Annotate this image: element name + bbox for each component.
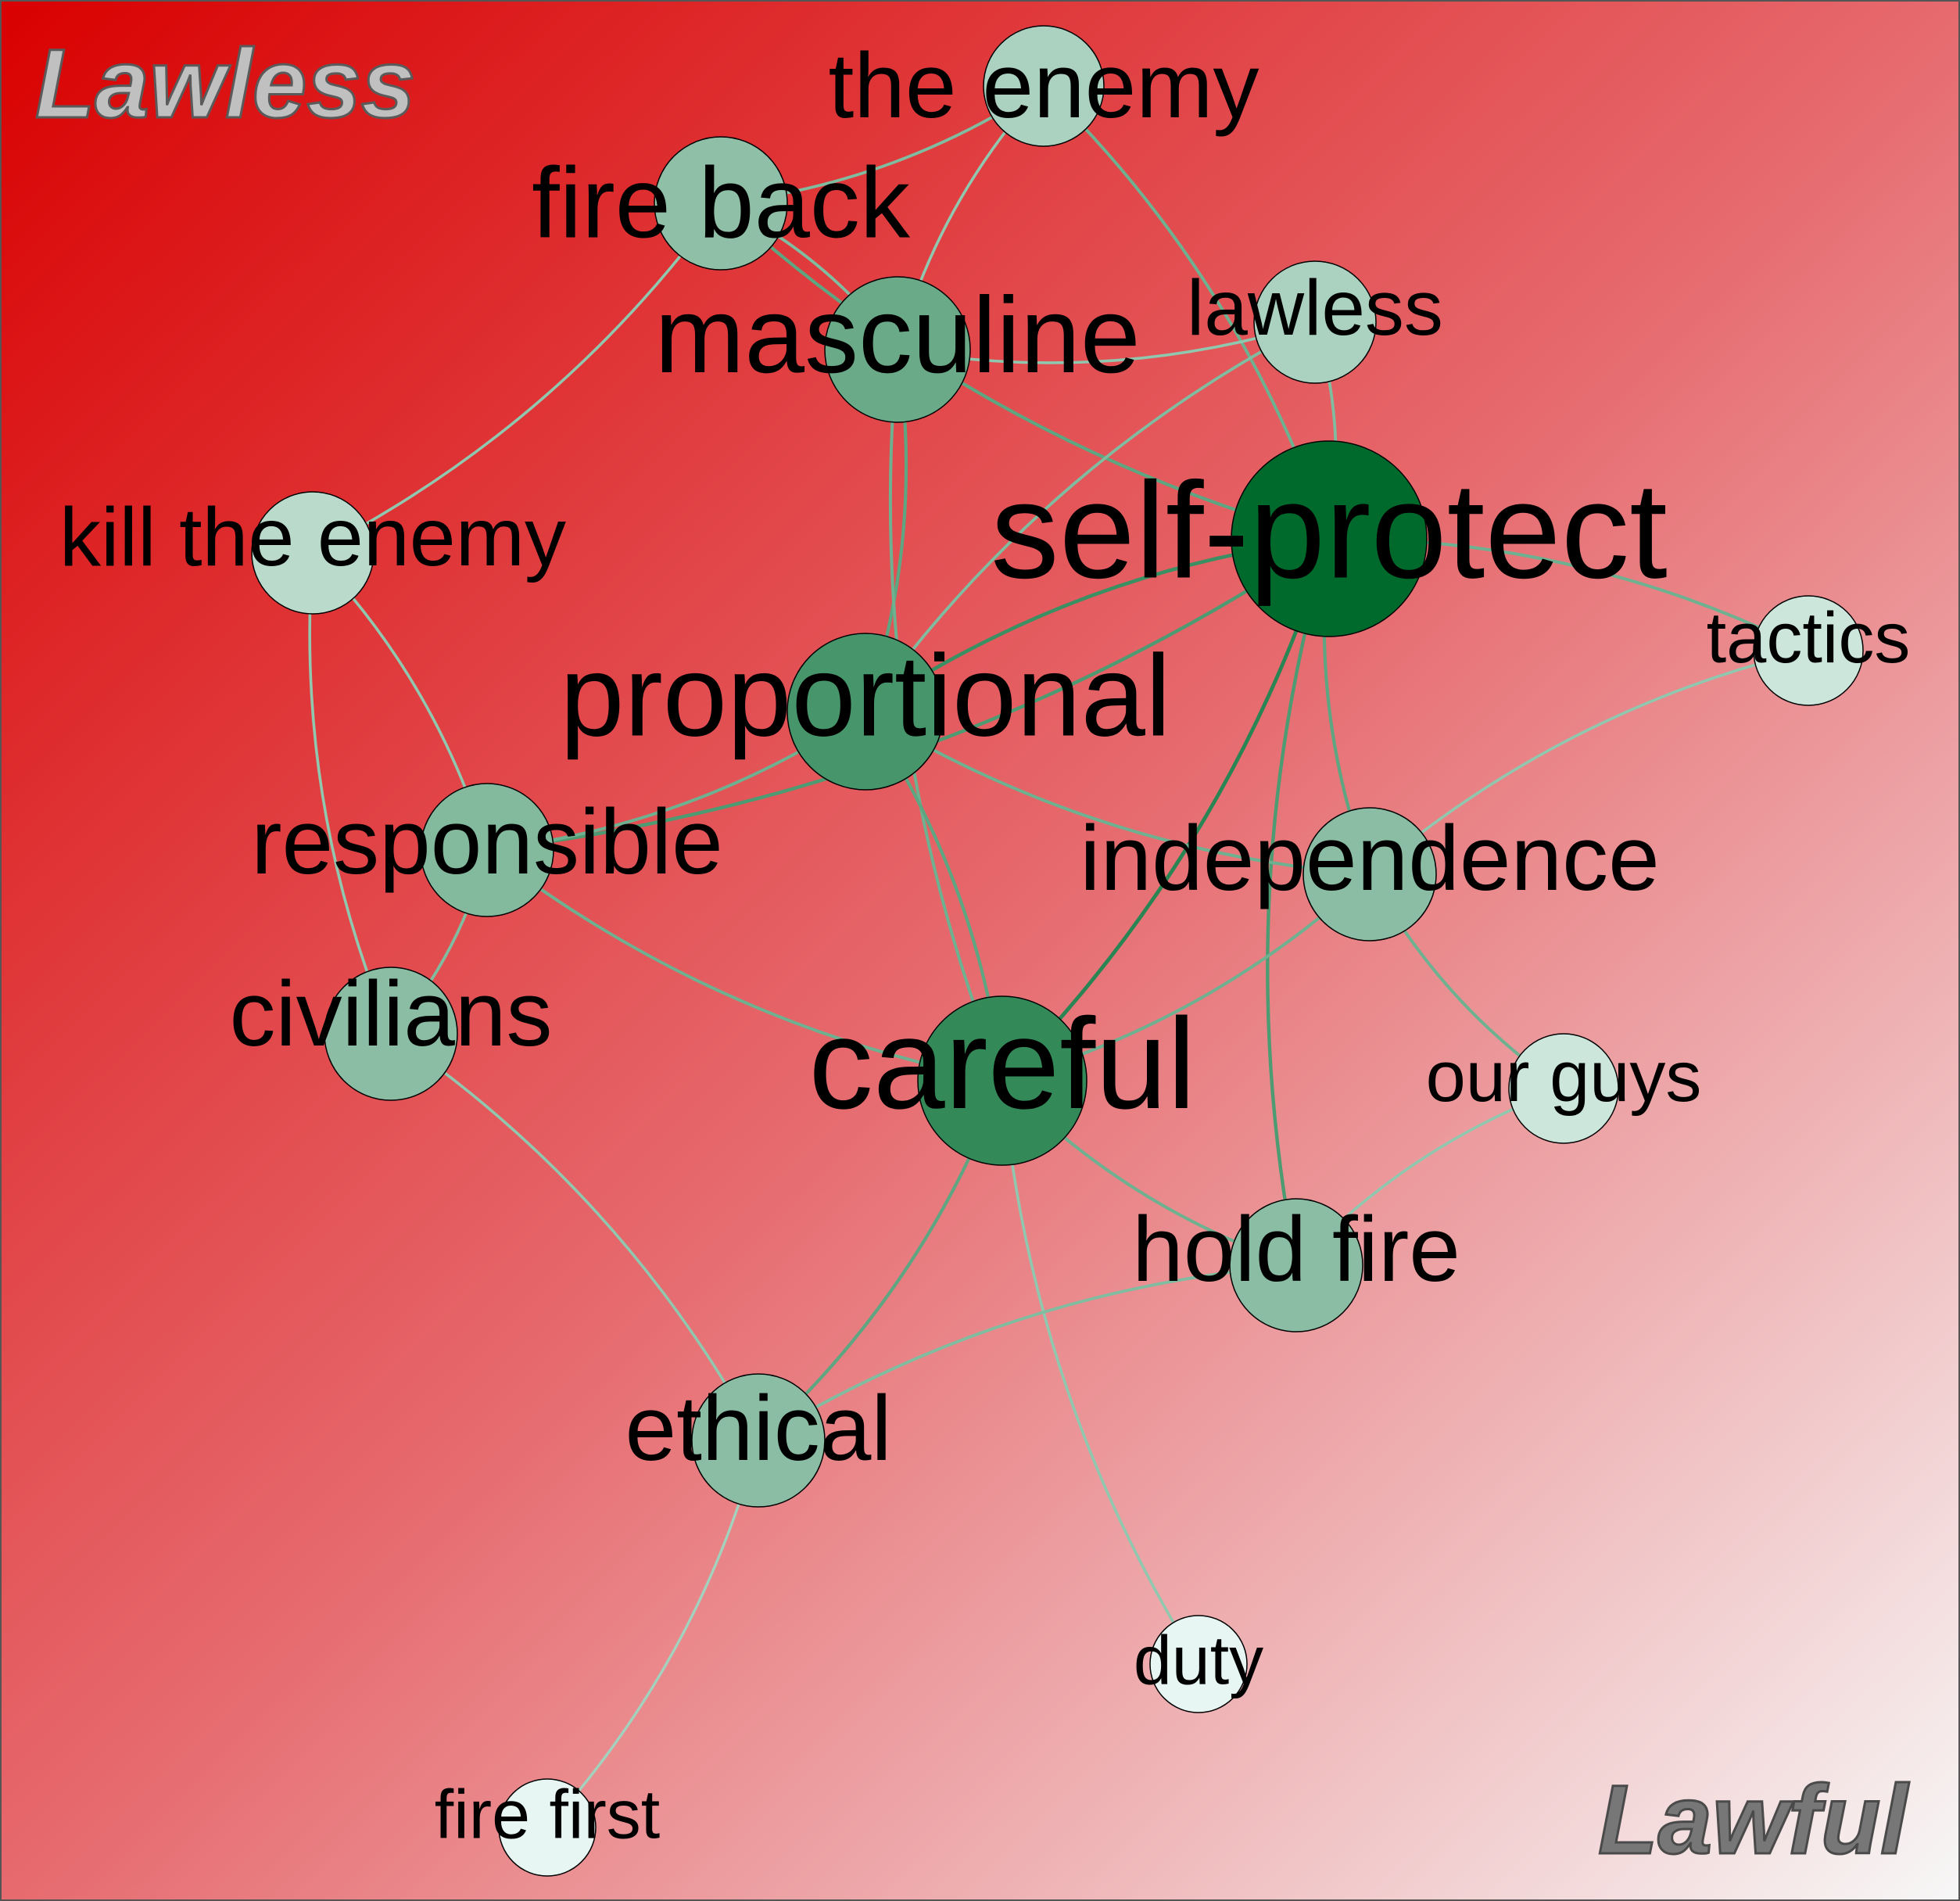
node-civilians[interactable] xyxy=(324,967,458,1101)
edge-careful-duty xyxy=(1001,1080,1200,1665)
node-ethical[interactable] xyxy=(691,1373,826,1508)
edge-tactics-independence xyxy=(1368,649,1809,876)
node-label-responsible: responsible xyxy=(251,791,722,894)
node-lawless[interactable] xyxy=(1253,260,1377,384)
node-our-guys[interactable] xyxy=(1508,1033,1619,1144)
node-proportional[interactable] xyxy=(787,633,944,791)
node-fire-first[interactable] xyxy=(498,1778,597,1877)
node-label-kill-the-enemy: kill the enemy xyxy=(59,491,566,583)
node-label-self-protect: self-protect xyxy=(991,455,1668,608)
node-tactics[interactable] xyxy=(1753,595,1864,706)
node-the-enemy[interactable] xyxy=(983,25,1105,147)
node-self-protect[interactable] xyxy=(1231,440,1428,637)
node-label-ethical: ethical xyxy=(625,1377,891,1480)
edge-fire-back-kill-the-enemy xyxy=(312,202,722,554)
node-independence[interactable] xyxy=(1302,807,1437,942)
node-label-our-guys: our guys xyxy=(1426,1037,1702,1117)
nodes-layer xyxy=(251,25,1864,1877)
node-label-civilians: civilians xyxy=(229,963,552,1066)
node-responsible[interactable] xyxy=(420,783,554,917)
edge-fire-back-self-protect xyxy=(719,202,1330,541)
node-kill-the-enemy[interactable] xyxy=(251,491,374,615)
edge-kill-the-enemy-civilians xyxy=(308,552,392,1035)
node-label-tactics: tactics xyxy=(1707,598,1911,678)
node-duty[interactable] xyxy=(1149,1615,1248,1713)
node-careful[interactable] xyxy=(917,995,1087,1166)
node-hold-fire[interactable] xyxy=(1229,1198,1363,1332)
node-label-fire-first: fire first xyxy=(435,1776,660,1853)
edge-self-protect-hold-fire xyxy=(1266,538,1331,1266)
node-label-duty: duty xyxy=(1134,1622,1263,1699)
edge-civilians-ethical xyxy=(389,1032,760,1441)
node-label-proportional: proportional xyxy=(560,632,1171,761)
node-label-masculine: masculine xyxy=(654,275,1140,396)
corner-label-lawless: Lawless xyxy=(35,30,415,138)
node-label-careful: careful xyxy=(808,992,1195,1135)
node-label-lawless: lawless xyxy=(1187,264,1443,352)
node-label-hold-fire: hold fire xyxy=(1132,1198,1460,1301)
corner-label-lawful: Lawful xyxy=(1598,1766,1909,1874)
node-label-independence: independence xyxy=(1080,807,1659,910)
edge-hold-fire-ethical xyxy=(758,1264,1297,1442)
node-label-the-enemy: the enemy xyxy=(829,34,1259,138)
node-masculine[interactable] xyxy=(824,276,971,423)
edge-lawless-proportional xyxy=(864,321,1316,713)
node-label-fire-back: fire back xyxy=(532,148,911,260)
node-fire-back[interactable] xyxy=(654,136,788,271)
